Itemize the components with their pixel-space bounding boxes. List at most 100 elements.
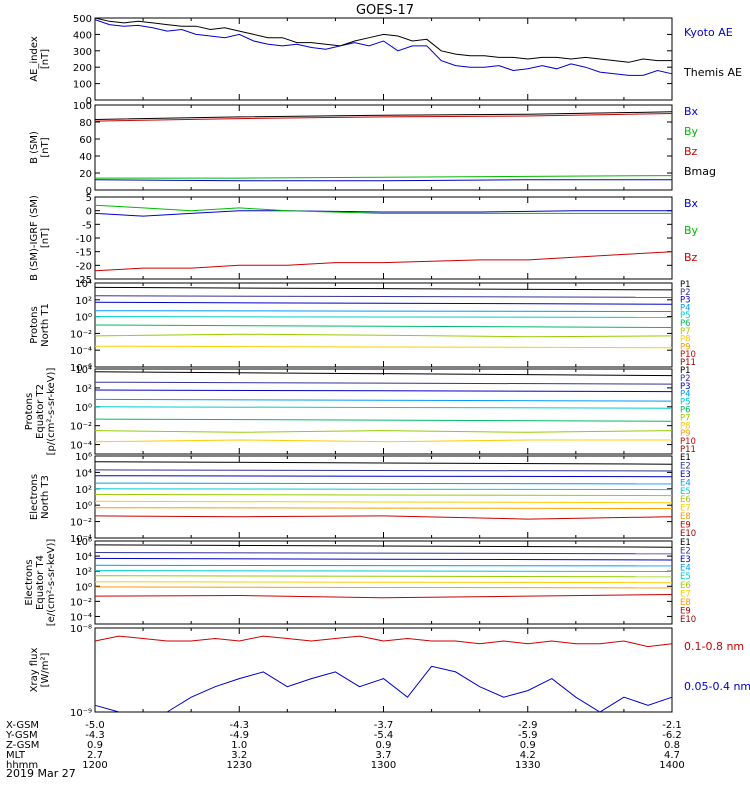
- series-line-0-05-0-4-nm: [94, 665, 673, 713]
- legend-entry: P3: [680, 296, 691, 306]
- y-tick-label: 10²: [75, 567, 92, 578]
- y-tick-label: 10⁻⁸: [70, 624, 92, 635]
- y-axis-label: Electrons: [29, 474, 40, 520]
- series-line-bz: [94, 251, 673, 272]
- legend-entry: E1: [680, 538, 691, 548]
- footer-value: 4.7: [664, 750, 680, 761]
- y-tick-label: 10²: [75, 296, 92, 307]
- panel-frame: [94, 17, 673, 101]
- y-tick-label: 80: [79, 118, 92, 129]
- y-tick-label: 0: [86, 96, 92, 107]
- footer-value: -2.1: [662, 720, 682, 731]
- y-axis-label: [p/(cm²-s-sr-keV)]: [46, 368, 57, 456]
- series-line-e8: [94, 586, 673, 589]
- y-axis-label: [nT]: [40, 228, 51, 248]
- y-tick-label: 10²: [75, 485, 92, 496]
- y-axis-label: North T3: [40, 475, 51, 519]
- series-line-p4: [94, 398, 673, 402]
- legend-entry: P3: [680, 382, 691, 392]
- legend-entry: Bz: [684, 251, 698, 264]
- footer-value: 1230: [227, 760, 252, 771]
- y-tick-label: 20: [79, 169, 92, 180]
- panel-xray: 10⁻⁸ 10⁻⁹ Xray flux [W/m²] 0.1-0.8 nm 0.05-0.…: [29, 624, 750, 719]
- footer-value: 1.0: [231, 740, 247, 751]
- legend-entry: E4: [680, 564, 691, 574]
- y-tick-label: 10⁻⁴: [70, 534, 92, 545]
- footer-value: 1300: [371, 760, 396, 771]
- series-line-e2: [94, 469, 673, 472]
- y-tick-label: 10⁻²: [70, 422, 92, 433]
- footer-row-label: MLT: [6, 750, 26, 761]
- y-tick-label: 300: [73, 47, 92, 58]
- legend-entry: Themis AE: [683, 66, 742, 79]
- series-line-p2: [94, 381, 673, 385]
- series-line-p1: [94, 371, 673, 377]
- legend-entry: By: [684, 224, 699, 237]
- y-axis-label: B (SM)-IGRF (SM): [29, 195, 40, 281]
- footer-value: 0.9: [87, 740, 103, 751]
- series-line-p3: [94, 301, 673, 305]
- series-line-e2: [94, 552, 673, 555]
- series-line-e3: [94, 475, 673, 478]
- series-line-p5: [94, 316, 673, 318]
- y-tick-label: 40: [79, 152, 92, 163]
- y-tick-label: -25: [76, 275, 92, 286]
- y-tick-label: 200: [73, 63, 92, 74]
- legend-entry: E10: [680, 615, 696, 625]
- y-tick-label: 10⁰: [75, 403, 92, 414]
- series-line-p3: [94, 389, 673, 393]
- footer-value: 1400: [659, 760, 684, 771]
- footer-value: 3.2: [231, 750, 247, 761]
- y-axis-label: Equator T2: [35, 384, 46, 439]
- y-axis-label: Protons: [24, 393, 35, 430]
- legend-entry: P7: [680, 327, 691, 337]
- y-tick-label: 400: [73, 30, 92, 41]
- series-line-e4: [94, 564, 673, 567]
- legend-entry: E4: [680, 478, 691, 488]
- legend-entry: Bx: [684, 197, 699, 210]
- legend-entry: Bx: [684, 105, 699, 118]
- panel-b_sm: 0 20 40 60 80 100 B (SM) [nT] Bx By Bz Bmag: [29, 101, 716, 197]
- y-tick-label: 60: [79, 135, 92, 146]
- series-line-e9: [94, 515, 673, 520]
- series-line-e7: [94, 581, 673, 584]
- legend-entry: E2: [680, 461, 691, 471]
- legend-entry: P4: [680, 303, 691, 313]
- legend-entry: P2: [680, 374, 691, 384]
- legend-entry: P4: [680, 390, 691, 400]
- y-tick-label: 10⁶: [75, 537, 92, 548]
- footer-value: 2.7: [87, 750, 103, 761]
- legend-entry: By: [684, 125, 699, 138]
- legend-entry: P9: [680, 429, 691, 439]
- legend-entry: 0.1-0.8 nm: [684, 640, 744, 653]
- legend-entry: 0.05-0.4 nm: [684, 680, 750, 693]
- legend-entry: E1: [680, 453, 691, 463]
- footer-row-label: Y-GSM: [5, 730, 38, 741]
- legend-entry: P10: [680, 350, 696, 360]
- footer-value: 0.9: [376, 740, 392, 751]
- footer-value: -3.7: [374, 720, 394, 731]
- series-line-p2: [94, 295, 673, 298]
- footer-value: 0.9: [520, 740, 536, 751]
- legend-entry: E5: [680, 487, 691, 497]
- y-tick-label: 10⁴: [75, 468, 92, 479]
- series-line-e1: [94, 461, 673, 465]
- legend-entry: P6: [680, 406, 691, 416]
- legend-entry: Bz: [684, 145, 698, 158]
- y-tick-label: -5: [82, 220, 92, 231]
- y-tick-label: 10⁻⁹: [70, 708, 92, 719]
- legend-entry: E8: [680, 598, 691, 608]
- legend-entry: P11: [680, 445, 696, 455]
- footer-row-label: Z-GSM: [6, 740, 39, 751]
- y-tick-label: 100: [73, 101, 92, 112]
- footer-value: -5.9: [518, 730, 538, 741]
- legend-entry: P10: [680, 437, 696, 447]
- y-tick-label: -15: [76, 248, 92, 259]
- y-axis-label: [W/m²]: [40, 652, 51, 687]
- y-axis-label: Protons: [29, 306, 40, 343]
- legend-entry: E2: [680, 547, 691, 557]
- legend-entry: P2: [680, 288, 691, 298]
- legend-entry: P1: [680, 366, 691, 376]
- legend-entry: E6: [680, 581, 691, 591]
- series-line-p7: [94, 430, 673, 433]
